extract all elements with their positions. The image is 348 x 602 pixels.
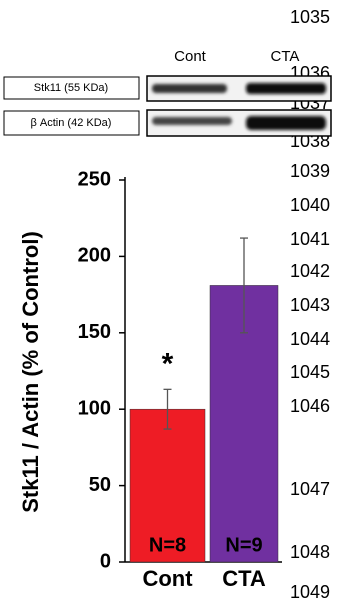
x-tick-label: CTA (222, 566, 266, 591)
y-tick-label: 50 (89, 474, 111, 496)
line-number: 1048 (290, 542, 330, 562)
n-label: N=8 (149, 534, 186, 556)
line-number: 1045 (290, 362, 330, 382)
band (152, 117, 232, 125)
band (152, 84, 227, 93)
line-number: 1040 (290, 195, 330, 215)
line-number: 1035 (290, 7, 330, 27)
blot-row-label: β Actin (42 KDa) (31, 117, 112, 129)
lane-label: Cont (174, 48, 207, 65)
chart: Stk11 / Actin (% of Control) 0 50 100 150 20… (18, 168, 282, 591)
western-blot: Cont CTA Stk11 (55 KDa) β Actin (42 KDa) (4, 48, 331, 136)
line-number: 1046 (290, 396, 330, 416)
lane-label: CTA (271, 48, 300, 65)
band (246, 83, 326, 94)
band (246, 116, 326, 130)
y-tick-label: 200 (78, 245, 111, 267)
line-number: 1044 (290, 329, 330, 349)
figure: 1035103610371038103910401041104210431044… (0, 0, 348, 602)
x-tick-label: Cont (142, 566, 193, 591)
blot-row-label: Stk11 (55 KDa) (34, 82, 108, 94)
y-tick-label: 100 (78, 397, 111, 419)
line-number: 1039 (290, 161, 330, 181)
n-label: N=9 (225, 534, 262, 556)
line-number: 1047 (290, 479, 330, 499)
line-number: 1049 (290, 582, 330, 602)
line-number: 1043 (290, 295, 330, 315)
y-axis-label: Stk11 / Actin (% of Control) (18, 231, 43, 513)
y-tick-label: 250 (78, 168, 111, 190)
line-number: 1042 (290, 261, 330, 281)
line-number: 1041 (290, 229, 330, 249)
y-tick-label: 0 (100, 550, 111, 572)
significance-marker: * (162, 347, 174, 380)
y-tick-label: 150 (78, 321, 111, 343)
